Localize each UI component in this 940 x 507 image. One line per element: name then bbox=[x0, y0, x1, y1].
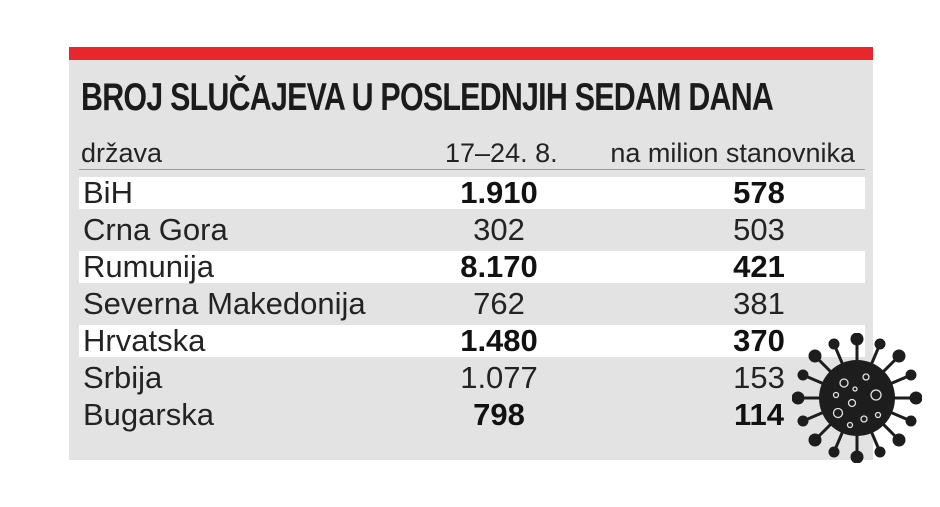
column-header-per-million: na milion stanovnika bbox=[610, 138, 855, 168]
country-cell: BiH bbox=[83, 175, 133, 210]
cases-cell: 1.480 bbox=[460, 323, 538, 358]
cases-cell: 8.170 bbox=[460, 249, 538, 284]
country-cell: Srbija bbox=[83, 360, 163, 395]
column-header-country: država bbox=[81, 138, 163, 168]
table-row: Rumunija 8.170 421 bbox=[79, 251, 865, 283]
table-row: Crna Gora 302 503 bbox=[79, 214, 865, 246]
per-million-cell: 381 bbox=[733, 286, 785, 321]
country-cell: Crna Gora bbox=[83, 212, 228, 247]
coronavirus-icon bbox=[792, 333, 922, 463]
per-million-cell: 114 bbox=[733, 397, 784, 432]
country-cell: Rumunija bbox=[83, 249, 214, 284]
table-row: Severna Makedonija 762 381 bbox=[79, 288, 865, 320]
header-divider bbox=[79, 169, 865, 170]
cases-cell: 798 bbox=[473, 397, 525, 432]
table-title: BROJ SLUČAJEVA U POSLEDNJIH SEDAM DANA bbox=[81, 76, 774, 119]
per-million-cell: 153 bbox=[733, 360, 785, 395]
country-cell: Hrvatska bbox=[83, 323, 206, 358]
per-million-cell: 370 bbox=[733, 323, 785, 358]
per-million-cell: 503 bbox=[733, 212, 785, 247]
country-cell: Bugarska bbox=[83, 397, 214, 432]
table-row: Hrvatska 1.480 370 bbox=[79, 325, 865, 357]
column-header-period: 17–24. 8. bbox=[445, 138, 558, 168]
per-million-cell: 578 bbox=[733, 175, 785, 210]
table-row: Srbija 1.077 153 bbox=[79, 362, 865, 394]
table-row: BiH 1.910 578 bbox=[79, 177, 865, 209]
cases-cell: 762 bbox=[473, 286, 525, 321]
table-row: Bugarska 798 114 bbox=[79, 399, 865, 431]
accent-bar bbox=[69, 47, 873, 60]
per-million-cell: 421 bbox=[733, 249, 785, 284]
country-cell: Severna Makedonija bbox=[83, 286, 366, 321]
cases-cell: 1.077 bbox=[460, 360, 538, 395]
table-panel: BROJ SLUČAJEVA U POSLEDNJIH SEDAM DANA d… bbox=[69, 47, 873, 460]
cases-cell: 302 bbox=[473, 212, 525, 247]
cases-cell: 1.910 bbox=[460, 175, 538, 210]
